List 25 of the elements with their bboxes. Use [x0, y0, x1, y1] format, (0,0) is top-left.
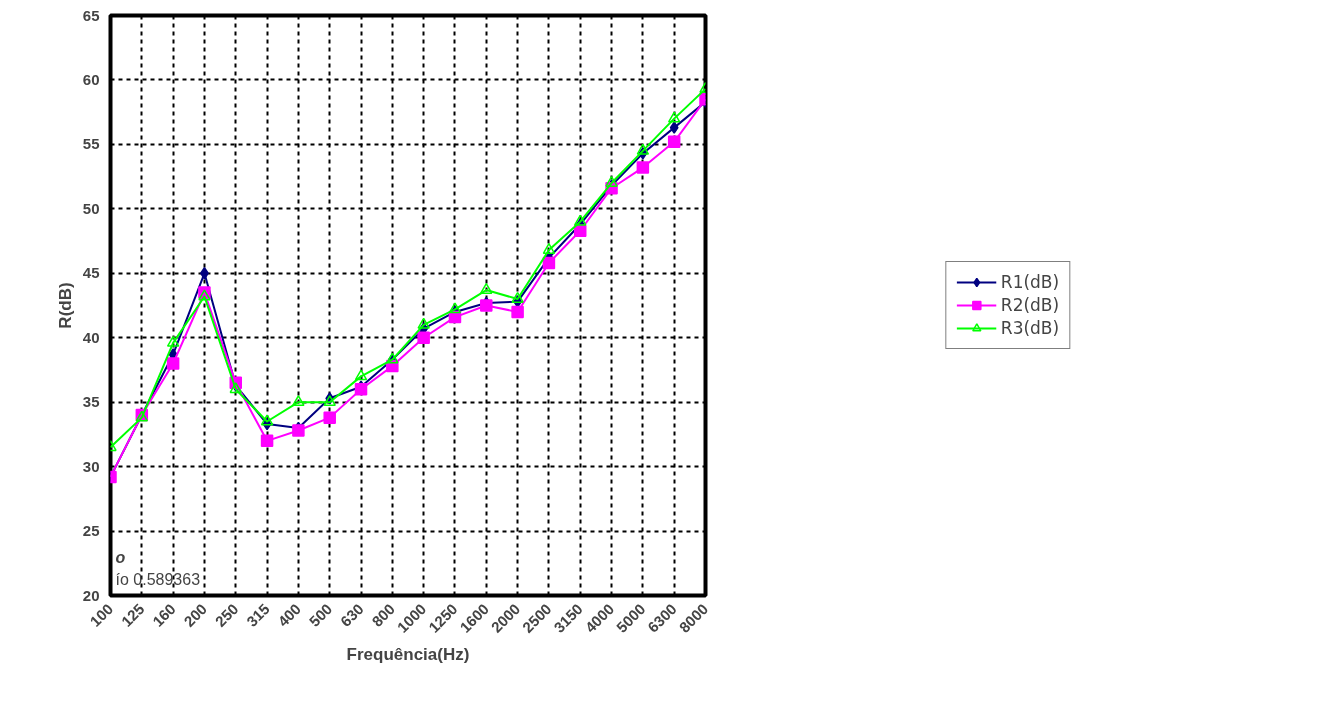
x-tick-label: 200: [180, 600, 211, 630]
legend-label: R1(dB): [1000, 272, 1060, 292]
annotation: o: [115, 548, 126, 566]
y-tick-label: 45: [82, 264, 100, 282]
y-tick-label: 40: [82, 328, 100, 346]
x-tick-label: 400: [274, 600, 305, 630]
annotation: ío 0.589363: [115, 570, 201, 588]
x-tick-label: 125: [117, 600, 148, 630]
x-tick-label: 630: [336, 600, 367, 630]
y-tick-label: 60: [82, 70, 100, 88]
y-tick-label: 50: [82, 199, 100, 217]
y-axis-title: R(dB): [55, 282, 75, 329]
legend-label: R2(dB): [1000, 295, 1060, 315]
y-tick-label: 35: [82, 393, 100, 411]
y-tick-label: 55: [82, 135, 100, 153]
x-tick-label: 160: [149, 600, 179, 630]
x-tick-label: 315: [243, 600, 273, 630]
y-tick-label: 65: [82, 6, 100, 24]
x-tick-label: 250: [211, 600, 242, 630]
legend-label: R3(dB): [1000, 318, 1060, 338]
y-tick-label: 30: [82, 457, 100, 475]
x-axis-title: Frequência(Hz): [346, 645, 470, 665]
y-tick-label: 25: [82, 522, 100, 540]
x-tick-label: 500: [305, 600, 336, 630]
x-tick-label: 800: [368, 600, 398, 630]
